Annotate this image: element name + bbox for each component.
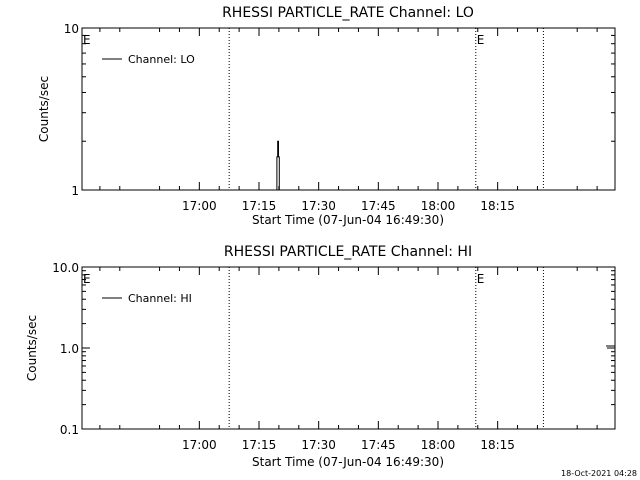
hi-x-tick-label: 17:00 — [182, 438, 217, 452]
lo-x-tick-label: 18:00 — [421, 199, 456, 213]
hi-y-tick-label: 1.0 — [60, 342, 79, 356]
hi-x-tick-label: 18:00 — [421, 438, 456, 452]
hi-chart-title: RHESSI PARTICLE_RATE Channel: HI — [224, 244, 472, 260]
hi-x-tick-label: 18:15 — [480, 438, 515, 452]
lo-chart-title: RHESSI PARTICLE_RATE Channel: LO — [222, 5, 474, 21]
lo-event-lines — [228, 28, 544, 190]
hi-x-ticks: 17:00 17:15 17:30 17:45 18:00 18:15 — [99, 267, 598, 452]
lo-event-label: E — [83, 33, 91, 47]
hi-y-axis-label: Counts/sec — [25, 315, 39, 381]
hi-event-lines — [228, 267, 544, 429]
lo-plot-frame — [81, 27, 616, 191]
lo-event-label: E — [477, 33, 485, 47]
render-timestamp: 18-Oct-2021 04:28 — [561, 469, 637, 478]
lo-x-axis-label: Start Time (07-Jun-04 16:49:30) — [252, 213, 444, 227]
lo-x-ticks: 17:00 17:15 17:30 17:45 18:00 18:15 — [99, 28, 598, 213]
lo-series-group — [276, 140, 280, 190]
hi-event-label: E — [83, 272, 91, 286]
hi-channel-panel: RHESSI PARTICLE_RATE Channel: HI Counts/… — [25, 244, 616, 469]
lo-x-tick-label: 18:15 — [480, 199, 515, 213]
lo-channel-panel: RHESSI PARTICLE_RATE Channel: LO Counts/… — [37, 5, 616, 227]
lo-y-tick-label: 10 — [64, 22, 79, 36]
hi-event-label: E — [477, 272, 485, 286]
lo-x-tick-label: 17:30 — [301, 199, 336, 213]
hi-x-tick-label: 17:45 — [361, 438, 396, 452]
hi-y-tick-label: 0.1 — [60, 423, 79, 437]
hi-x-axis-label: Start Time (07-Jun-04 16:49:30) — [252, 455, 444, 469]
hi-y-ticks: 0.1 1.0 10.0 — [52, 261, 615, 437]
lo-x-tick-label: 17:00 — [182, 199, 217, 213]
lo-y-tick-label: 1 — [71, 184, 79, 198]
hi-x-tick-label: 17:30 — [301, 438, 336, 452]
lo-y-ticks: 1 10 — [64, 22, 615, 198]
hi-x-tick-label: 17:15 — [242, 438, 277, 452]
lo-x-tick-label: 17:15 — [242, 199, 277, 213]
lo-series-line — [276, 140, 280, 190]
lo-y-axis-label: Counts/sec — [37, 76, 51, 142]
hi-y-tick-label: 10.0 — [52, 261, 79, 275]
lo-legend-label: Channel: LO — [128, 53, 195, 66]
lo-legend: Channel: LO — [102, 53, 195, 66]
hi-legend: Channel: HI — [102, 292, 192, 305]
hi-legend-label: Channel: HI — [128, 292, 192, 305]
lo-x-tick-label: 17:45 — [361, 199, 396, 213]
